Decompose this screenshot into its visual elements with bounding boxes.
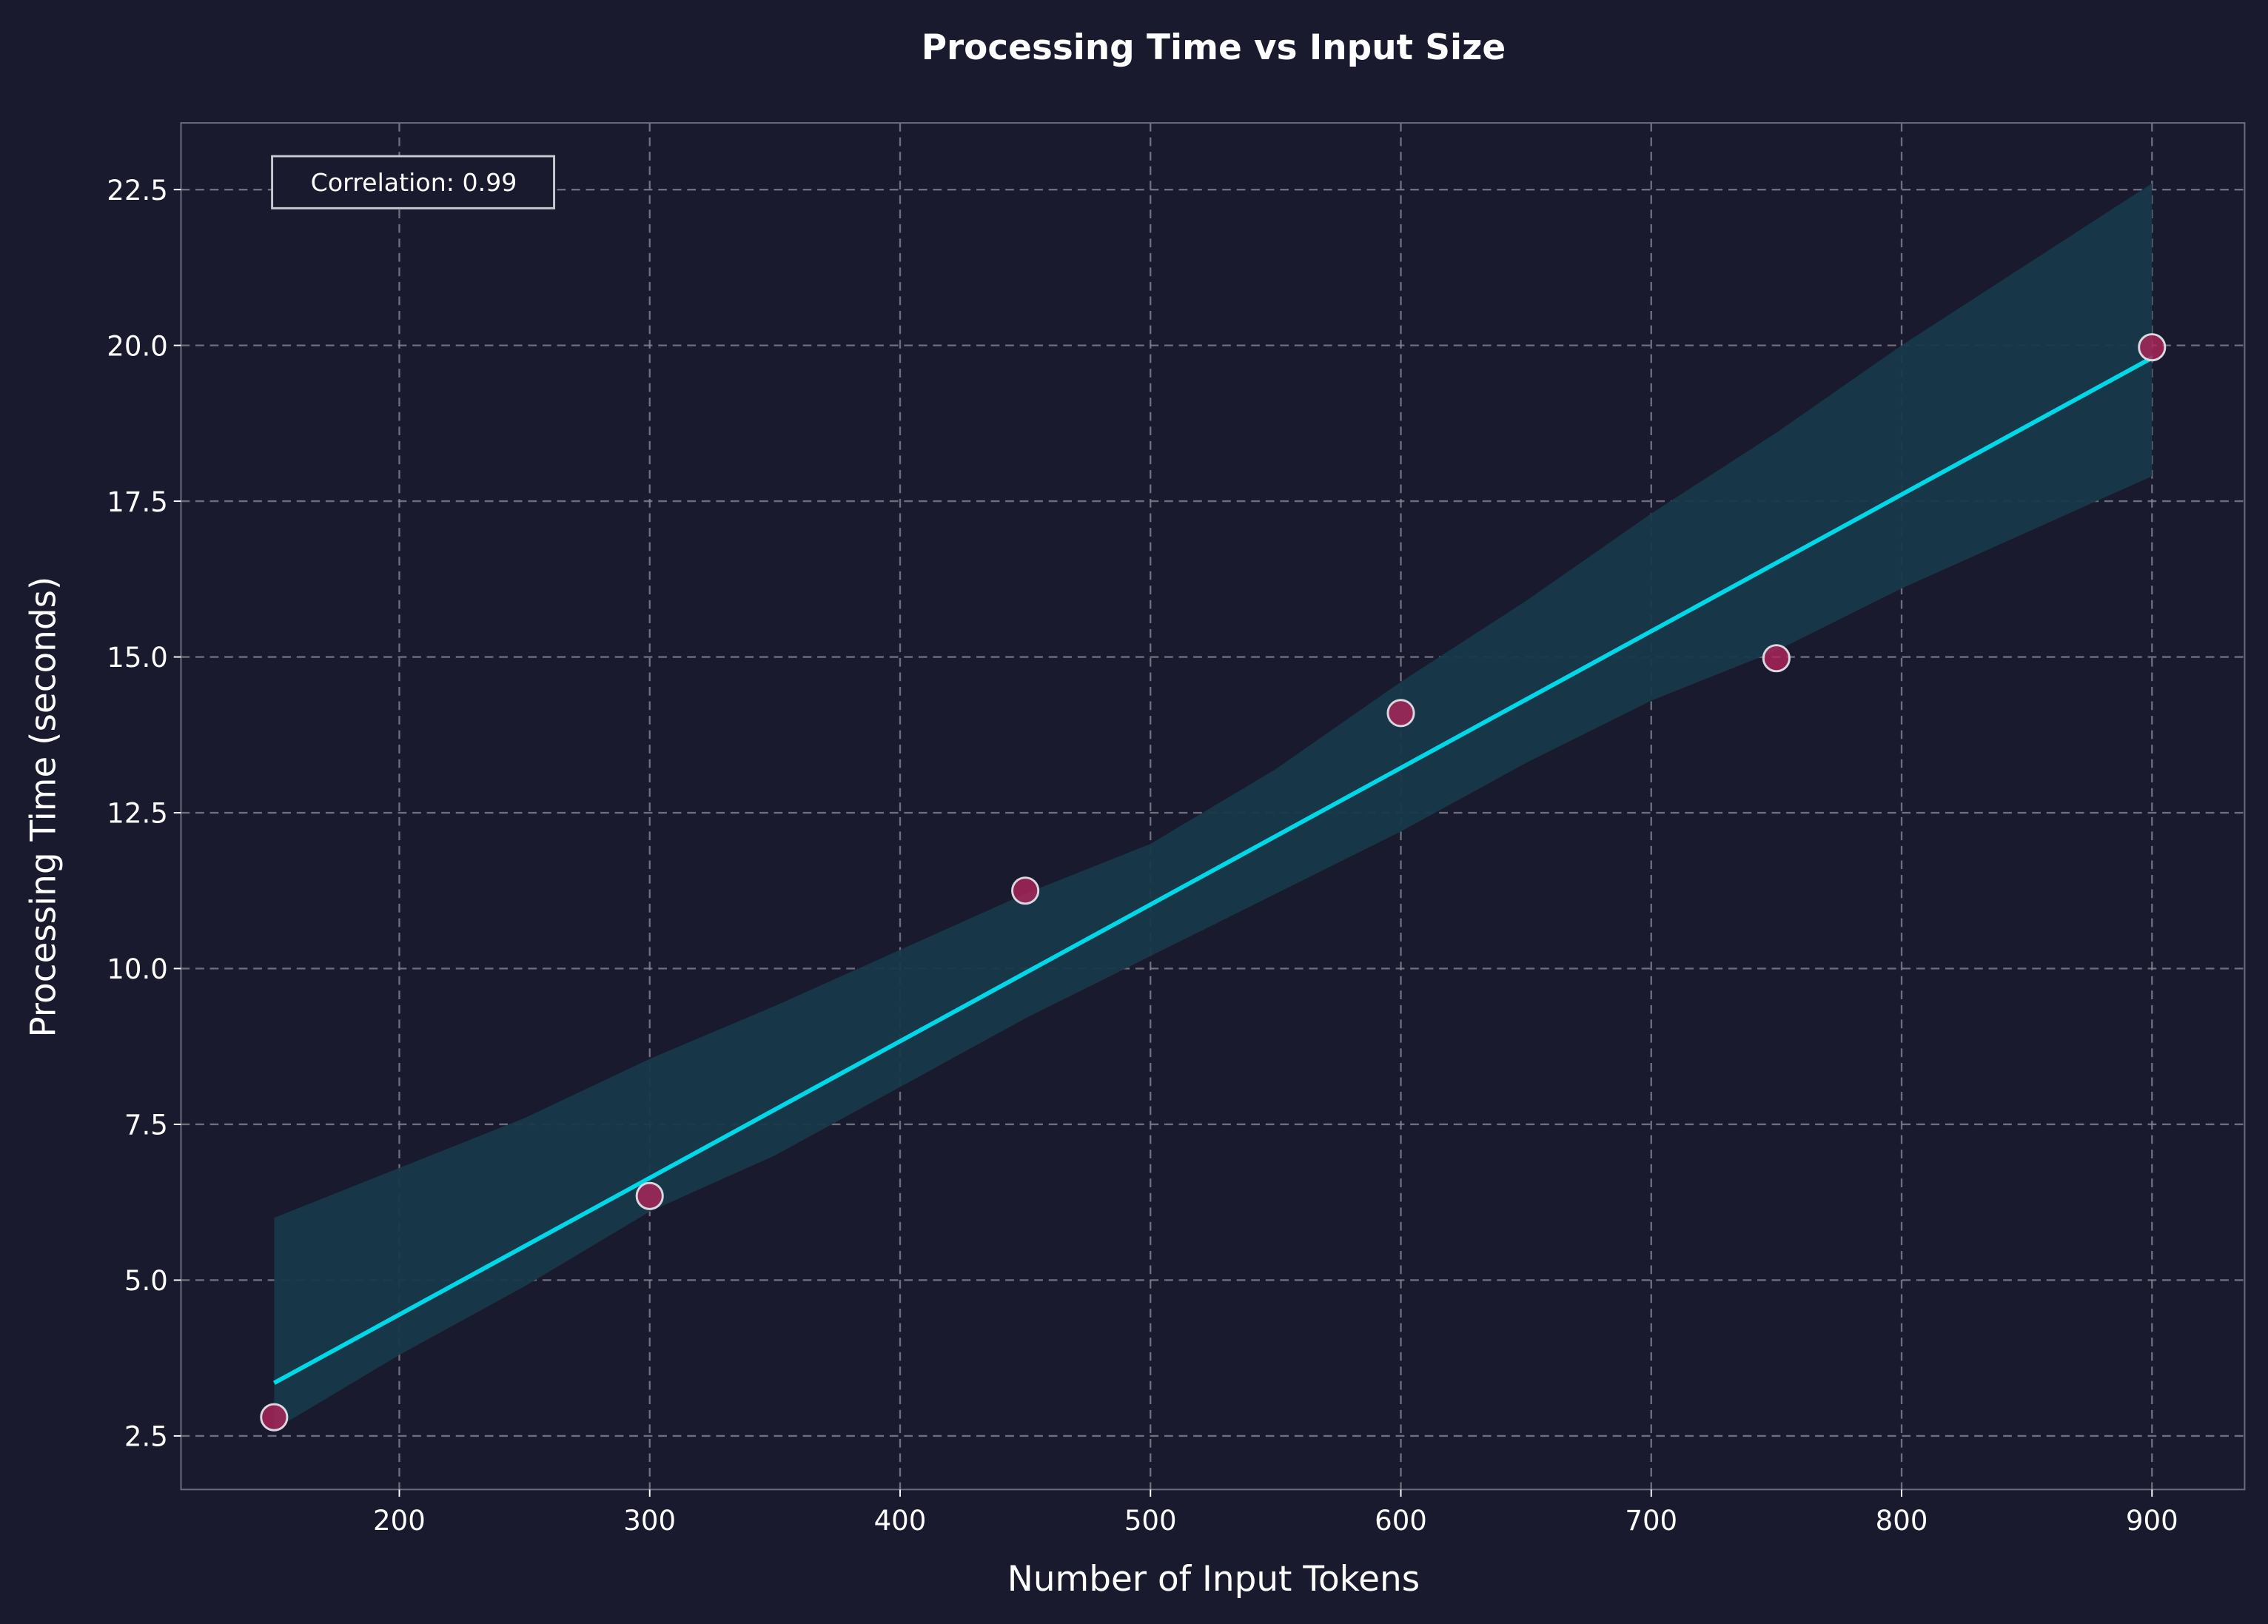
correlation-annotation: Correlation: 0.99: [271, 155, 556, 209]
y-tick-label: 5.0: [124, 1265, 168, 1297]
x-tick-label: 400: [874, 1505, 927, 1537]
data-point: [1386, 699, 1415, 728]
x-tick-label: 700: [1625, 1505, 1677, 1537]
x-tick-label: 800: [1876, 1505, 1928, 1537]
x-tick-label: 600: [1375, 1505, 1427, 1537]
data-point: [1762, 644, 1791, 673]
correlation-text: Correlation: 0.99: [311, 168, 517, 197]
y-tick-label: 17.5: [107, 486, 168, 518]
y-tick-label: 10.0: [107, 953, 168, 985]
data-point: [260, 1403, 289, 1432]
x-axis-label: Number of Input Tokens: [1007, 1559, 1420, 1600]
data-point: [1011, 876, 1040, 905]
x-tick-label: 900: [2126, 1505, 2178, 1537]
data-point: [2138, 333, 2167, 362]
plot-frame: [180, 122, 2246, 1491]
ticks: 200 300 400 500 600 700 800 900 2.5 5.0 7.5 10.0 12.…: [107, 175, 2178, 1537]
confidence-band: [274, 183, 2153, 1430]
x-tick-label: 300: [623, 1505, 676, 1537]
data-points: [260, 333, 2167, 1432]
x-tick-label: 500: [1124, 1505, 1177, 1537]
y-axis-label: Processing Time (seconds): [24, 577, 64, 1038]
x-tick-label: 200: [373, 1505, 426, 1537]
chart-title: Processing Time vs Input Size: [922, 27, 1506, 68]
data-point: [635, 1181, 664, 1210]
y-tick-label: 20.0: [107, 330, 168, 362]
fit-line: [272, 355, 2153, 1385]
y-tick-label: 7.5: [124, 1110, 168, 1141]
y-tick-label: 15.0: [107, 642, 168, 674]
y-tick-label: 12.5: [107, 798, 168, 830]
y-tick-label: 22.5: [107, 175, 168, 207]
y-tick-label: 2.5: [124, 1421, 168, 1453]
